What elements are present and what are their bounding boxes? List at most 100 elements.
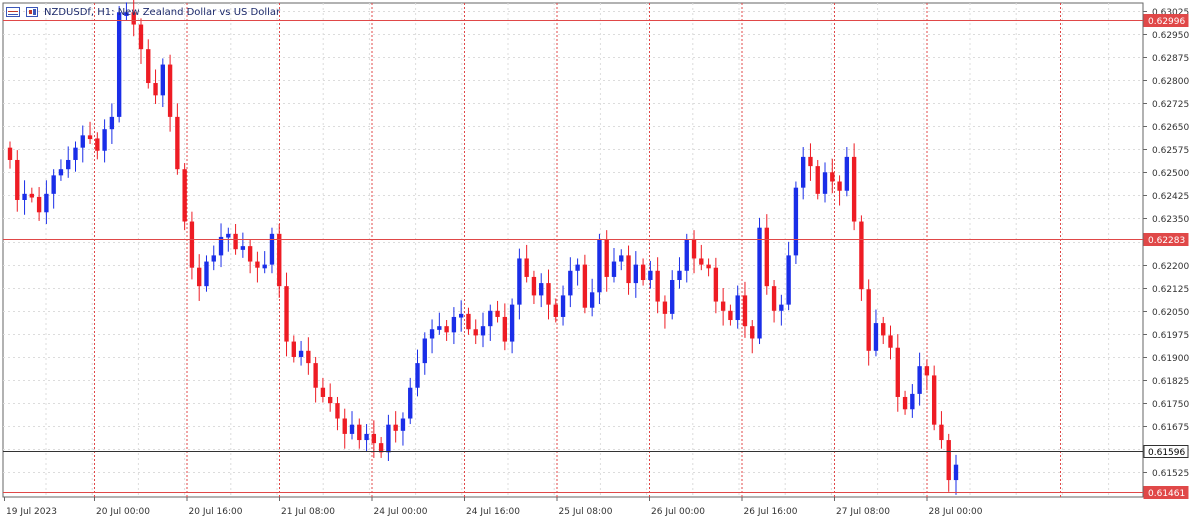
y-tick-label: 0.61750 xyxy=(1152,400,1189,410)
price-level-tag xyxy=(1143,14,1189,27)
candle-body xyxy=(677,270,682,281)
candle-body xyxy=(597,239,602,293)
y-tick-label: 0.62125 xyxy=(1152,285,1189,295)
candle-body xyxy=(466,313,471,330)
candle-body xyxy=(44,193,49,213)
candle-body xyxy=(480,326,486,336)
candle-body xyxy=(247,246,253,262)
candle-body xyxy=(197,267,202,287)
candle-body xyxy=(611,261,617,277)
candle-body xyxy=(670,280,675,314)
x-tick-label: 24 Jul 00:00 xyxy=(374,507,428,517)
candle-body xyxy=(619,255,624,262)
y-tick-label: 0.62725 xyxy=(1152,100,1189,110)
candle-body xyxy=(342,418,347,434)
candle-body xyxy=(502,316,508,342)
candle-body xyxy=(87,135,93,140)
y-tick-label: 0.61675 xyxy=(1152,423,1189,433)
candle-body xyxy=(408,387,413,419)
candle-body xyxy=(524,258,529,277)
candle-body xyxy=(277,233,282,287)
candle-body xyxy=(291,341,296,357)
candle-body xyxy=(699,258,704,265)
x-tick-label: 20 Jul 00:00 xyxy=(96,507,150,517)
candle-body xyxy=(757,227,762,339)
candle-body xyxy=(473,329,478,336)
candle-body xyxy=(553,304,558,317)
candle-body xyxy=(822,172,828,194)
candle-body xyxy=(691,239,697,259)
price-level-label: 0.62996 xyxy=(1148,17,1185,27)
candle-body xyxy=(626,255,631,284)
candle-body xyxy=(73,147,78,160)
candle-body xyxy=(429,329,435,339)
candle-body xyxy=(546,283,551,305)
candle-body xyxy=(662,301,668,314)
candle-body xyxy=(895,347,900,397)
candle-body xyxy=(866,289,871,351)
candle-body xyxy=(706,264,711,269)
y-tick-label: 0.62050 xyxy=(1152,308,1189,318)
candles-type-icon[interactable] xyxy=(26,7,38,17)
candle-body xyxy=(211,255,216,262)
candle-body xyxy=(131,12,136,25)
candle-body xyxy=(80,135,85,148)
candle-body xyxy=(589,292,595,308)
candle-body xyxy=(633,264,638,284)
candle-body xyxy=(146,49,151,84)
candle-body xyxy=(786,255,791,305)
candle-body xyxy=(640,264,646,281)
candle-body xyxy=(539,283,544,296)
x-tick-label: 28 Jul 00:00 xyxy=(929,507,983,517)
candle-body xyxy=(167,64,173,117)
candle-body xyxy=(262,264,267,269)
y-tick-label: 0.62350 xyxy=(1152,215,1189,225)
y-tick-label: 0.61975 xyxy=(1152,331,1189,341)
y-tick-label: 0.61825 xyxy=(1152,377,1189,387)
candle-body xyxy=(750,326,755,339)
candle-body xyxy=(902,396,908,410)
chart-menu-icon[interactable] xyxy=(6,7,20,17)
candle-body xyxy=(713,267,719,302)
candle-body xyxy=(873,323,879,351)
candle-body xyxy=(437,326,442,330)
candle-body xyxy=(306,350,311,364)
candle-body xyxy=(7,147,13,160)
y-tick-label: 0.61900 xyxy=(1152,354,1189,364)
candle-body xyxy=(138,24,144,50)
candle-body xyxy=(386,424,391,453)
candle-body xyxy=(313,363,318,388)
x-tick-label: 19 Jul 2023 xyxy=(6,507,57,517)
candle-body xyxy=(793,187,799,256)
candle-body xyxy=(851,156,857,222)
candle-body xyxy=(509,304,515,342)
candle-body xyxy=(764,227,769,287)
x-tick-label: 20 Jul 16:00 xyxy=(189,507,243,517)
candle-body xyxy=(58,169,64,176)
y-tick-label: 0.62950 xyxy=(1152,31,1189,41)
candle-body xyxy=(422,338,427,364)
candle-body xyxy=(255,261,260,268)
x-tick-label: 24 Jul 16:00 xyxy=(466,507,520,517)
candle-body xyxy=(160,64,165,96)
candle-body xyxy=(946,440,951,481)
candle-body xyxy=(837,181,842,191)
candle-body xyxy=(771,286,777,311)
y-tick-label: 0.62500 xyxy=(1152,169,1189,179)
candle-body xyxy=(240,246,246,250)
candle-body xyxy=(393,424,398,431)
candle-body xyxy=(531,276,537,296)
candle-body xyxy=(124,12,129,16)
candle-body xyxy=(109,116,115,130)
candle-body xyxy=(189,221,195,268)
x-tick-label: 25 Jul 08:00 xyxy=(559,507,613,517)
candle-body xyxy=(204,261,209,287)
candle-body xyxy=(742,295,748,327)
candle-body xyxy=(844,156,850,191)
candle-body xyxy=(116,12,122,117)
candle-body xyxy=(218,236,224,256)
candle-body xyxy=(22,193,27,200)
candle-body xyxy=(15,159,20,200)
